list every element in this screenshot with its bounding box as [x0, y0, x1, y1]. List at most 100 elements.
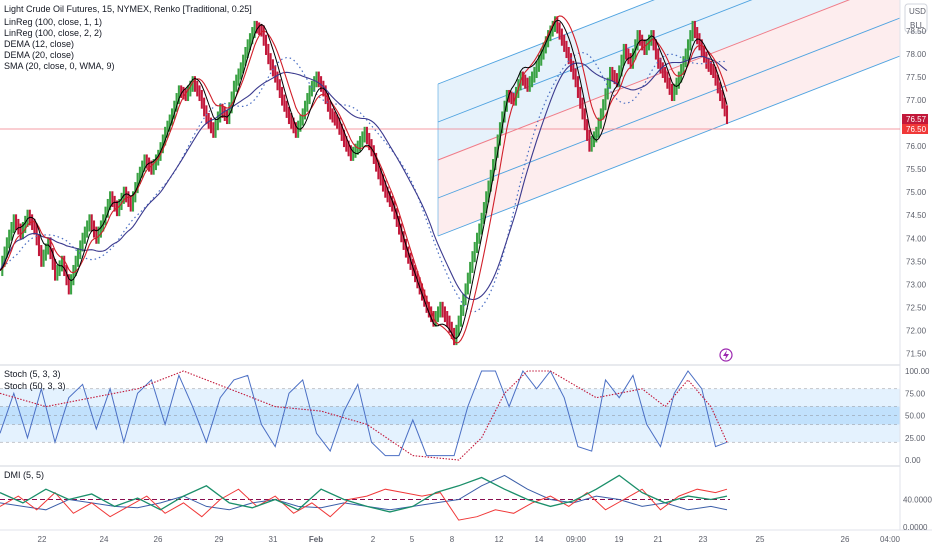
renko-brick: [705, 51, 708, 69]
last-price-tag-1: 76.57: [906, 115, 927, 124]
dmi-plus-line: [0, 474, 728, 513]
renko-brick: [700, 39, 703, 57]
renko-brick: [636, 30, 639, 51]
renko-brick: [462, 294, 465, 316]
time-tick-label: 29: [215, 535, 224, 544]
price-axis[interactable]: 78.50 78.00 77.50 77.00 76.50 76.00 75.50 75.00…: [906, 27, 927, 358]
renko-brick: [684, 48, 687, 68]
renko-brick: [113, 195, 116, 212]
renko-brick: [611, 66, 614, 82]
renko-brick: [104, 206, 107, 226]
renko-brick: [540, 48, 543, 66]
renko-brick: [203, 97, 206, 117]
renko-brick: [716, 74, 719, 94]
renko-brick: [97, 226, 100, 244]
lightning-icon[interactable]: [719, 348, 733, 362]
stoch-tick-label: 0.00: [905, 456, 921, 465]
stoch-lines: [0, 369, 728, 461]
renko-brick: [278, 79, 281, 98]
renko-brick: [99, 220, 102, 238]
renko-brick: [170, 108, 174, 126]
renko-brick: [51, 248, 54, 270]
renko-brick: [283, 94, 286, 112]
renko-brick: [267, 43, 270, 65]
time-tick-label: 12: [495, 535, 504, 544]
renko-brick: [244, 46, 247, 66]
overlay-label-5: SMA (20, close, 0, WMA, 9): [4, 61, 115, 71]
renko-brick: [308, 85, 311, 105]
renko-brick: [237, 68, 240, 86]
renko-brick: [138, 166, 141, 184]
renko-brick: [510, 91, 513, 105]
renko-brick: [638, 30, 641, 46]
renko-brick: [469, 261, 472, 284]
time-tick-label: 14: [535, 535, 544, 544]
renko-brick: [657, 48, 660, 69]
renko-brick: [193, 76, 196, 92]
renko-brick: [359, 136, 362, 152]
renko-brick: [496, 134, 499, 158]
renko-brick: [67, 274, 70, 295]
renko-brick: [696, 27, 699, 45]
renko-brick: [361, 131, 364, 148]
renko-brick: [721, 89, 724, 109]
renko-brick: [329, 100, 332, 120]
renko-brick: [281, 86, 284, 106]
renko-brick: [425, 295, 428, 313]
renko-brick: [673, 83, 676, 102]
renko-brick: [10, 221, 13, 241]
renko-brick: [253, 20, 256, 39]
renko-brick: [553, 16, 557, 32]
last-price-tag-bg-1: [902, 114, 928, 124]
renko-brick: [42, 249, 45, 267]
renko-brick: [503, 100, 506, 123]
renko-brick: [338, 117, 341, 135]
renko-brick: [400, 223, 403, 243]
renko-brick: [455, 324, 458, 346]
renko-brick: [216, 111, 219, 131]
renko-brick: [303, 100, 307, 120]
renko-brick: [680, 63, 683, 83]
renko-brick: [572, 60, 575, 80]
price-tick-label: 75.00: [906, 188, 927, 197]
renko-brick: [173, 100, 176, 120]
renko-brick: [480, 212, 483, 235]
renko-brick: [526, 77, 529, 92]
renko-brick: [723, 97, 726, 117]
renko-brick: [691, 20, 694, 42]
channel-band-line: [437, 55, 901, 237]
price-tick-label: 78.00: [906, 50, 927, 59]
renko-brick: [331, 108, 334, 123]
time-axis[interactable]: 22 24 26 29 31 Feb 2 5 8 12 14 09:00 19 21 23 25 26 04:00: [38, 535, 901, 544]
renko-brick: [21, 221, 24, 240]
renko-brick: [395, 208, 398, 227]
time-tick-label: 21: [654, 535, 663, 544]
renko-brick: [111, 191, 114, 207]
dmi-lines: [0, 474, 730, 521]
renko-brick: [5, 237, 8, 258]
renko-brick: [340, 123, 343, 141]
renko-brick: [576, 76, 579, 98]
renko-brick: [498, 122, 501, 146]
renko-brick: [310, 80, 313, 97]
renko-brick: [583, 108, 586, 131]
dmi-tick-label: 0.0000: [903, 523, 928, 532]
renko-brick: [187, 85, 190, 102]
renko-brick: [248, 33, 252, 51]
renko-brick: [212, 122, 215, 138]
renko-brick: [670, 83, 673, 102]
renko-brick: [219, 103, 222, 123]
renko-brick: [453, 327, 456, 346]
currency-box[interactable]: [904, 3, 928, 33]
price-tick-label: 72.00: [906, 326, 927, 335]
renko-brick: [501, 111, 504, 134]
renko-brick: [388, 191, 391, 207]
time-tick-label: 04:00: [880, 535, 901, 544]
renko-brick: [613, 70, 616, 85]
renko-brick: [274, 65, 277, 83]
renko-brick: [148, 157, 151, 172]
renko-brick: [294, 122, 297, 138]
renko-brick: [90, 214, 93, 232]
renko-brick: [595, 126, 598, 143]
